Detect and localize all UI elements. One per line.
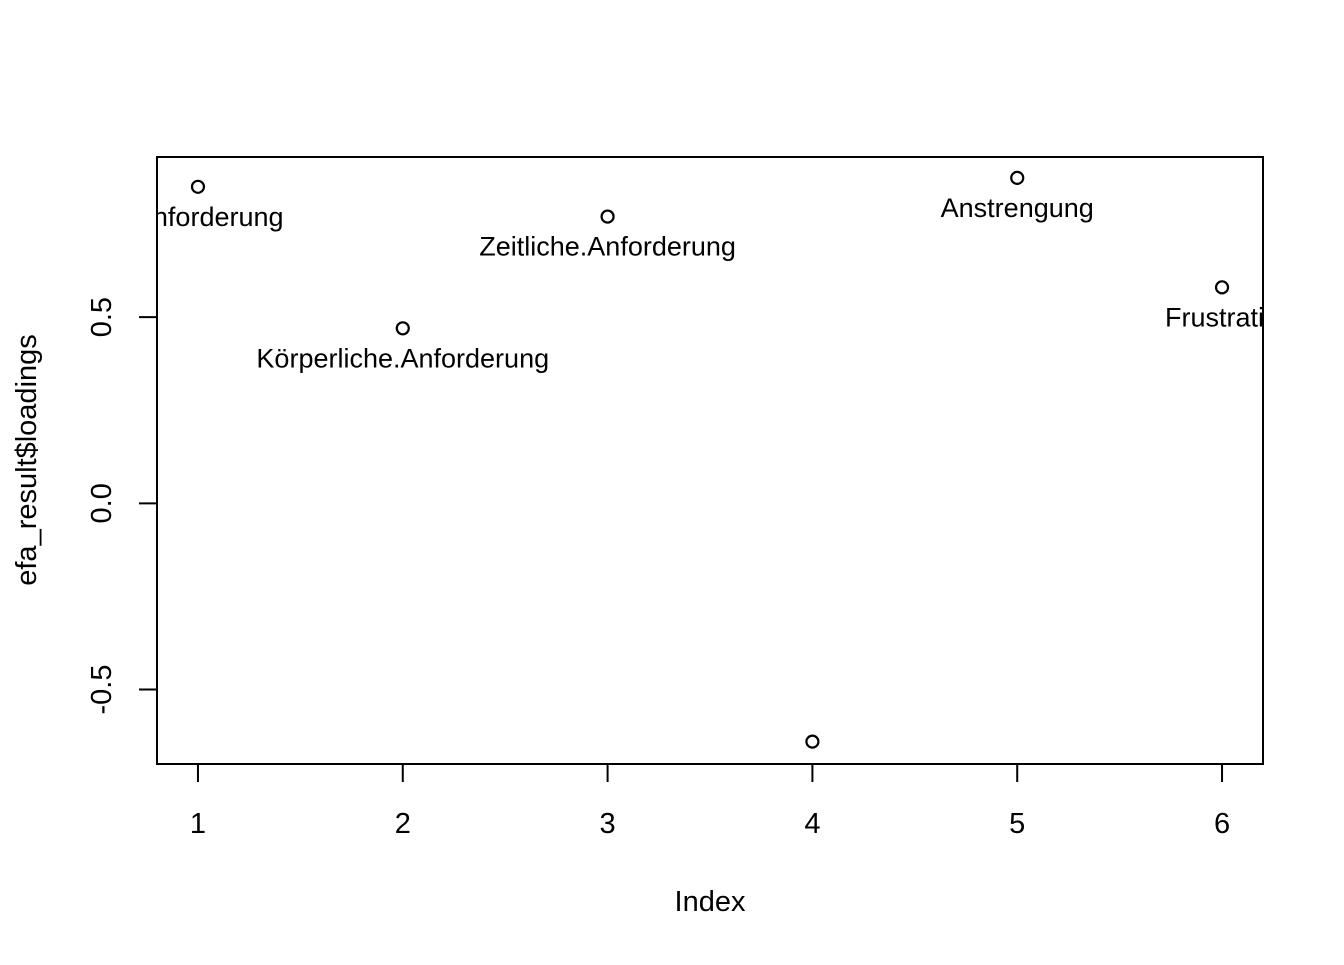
y-axis: -0.5 0.0 0.5 [86, 297, 158, 715]
point-label: Zeitliche.Anforderung [479, 232, 736, 262]
x-tick-label: 5 [1009, 808, 1025, 840]
x-tick-label: 6 [1214, 808, 1230, 840]
x-axis-label: Index [675, 886, 746, 918]
y-tick-label: 0.0 [86, 483, 118, 523]
data-point [805, 734, 820, 749]
data-point [395, 321, 410, 336]
y-tick-label: -0.5 [86, 665, 118, 715]
x-tick-label: 4 [804, 808, 820, 840]
point-label: Anstrengung [941, 193, 1094, 223]
y-axis-label: efa_result$loadings [11, 334, 43, 586]
data-point [1214, 280, 1230, 295]
data-points [190, 170, 1230, 749]
x-axis: 1 2 3 4 5 6 [190, 763, 1230, 840]
x-tick-label: 2 [395, 808, 411, 840]
x-tick-label: 1 [190, 808, 206, 840]
data-point [600, 209, 615, 224]
y-tick-label: 0.5 [86, 297, 118, 337]
point-labels: e.Anforderung Körperliche.Anforderung Zeit… [112, 193, 1279, 373]
data-point [190, 179, 206, 194]
point-label: e.Anforderung [112, 202, 283, 232]
point-label: Frustratio [1165, 302, 1279, 332]
data-point [1010, 170, 1025, 185]
point-label: Körperliche.Anforderung [256, 343, 549, 373]
x-tick-label: 3 [600, 808, 616, 840]
